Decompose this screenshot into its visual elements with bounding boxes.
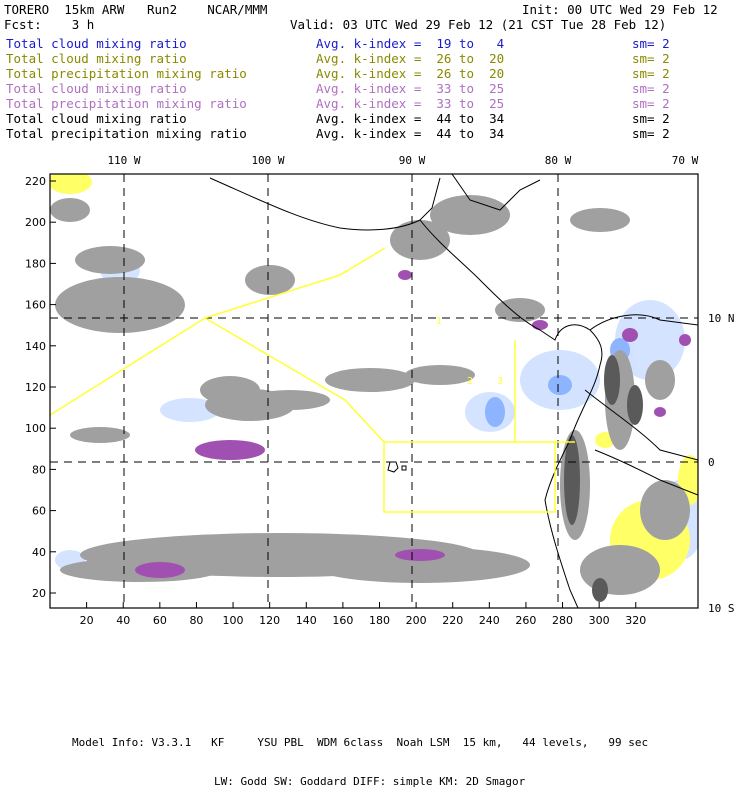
field-index: Avg. k-index = 44 to 34 (316, 126, 505, 141)
y-tick-label: 180 (25, 257, 46, 270)
x-tick-label: 200 (406, 614, 427, 627)
field-name: Total cloud mixing ratio (6, 81, 187, 96)
x-tick-label: 260 (515, 614, 536, 627)
field-sm: sm= 2 (632, 36, 670, 51)
latitude-labels: 10 N 0 10 S (708, 312, 735, 615)
header: TORERO 15km ARW Run2 NCAR/MMM Init: 00 U… (0, 0, 740, 150)
field-name: Total precipitation mixing ratio (6, 126, 247, 141)
longitude-label: 70 W (672, 154, 699, 167)
footer: Model Info: V3.3.1 KF YSU PBL WDM 6class… (0, 710, 740, 801)
y-axis: 220 200 180 160 140 120 100 80 60 40 20 (25, 175, 56, 600)
x-tick-label: 160 (332, 614, 353, 627)
y-tick-label: 60 (32, 505, 46, 518)
model-title: TORERO 15km ARW Run2 NCAR/MMM (4, 2, 268, 17)
y-tick-label: 220 (25, 175, 46, 188)
region-label: 2 (467, 376, 473, 387)
latitude-label: 10 S (708, 602, 735, 615)
footer-line-2: LW: Godd SW: Goddard DIFF: simple KM: 2D… (214, 775, 526, 788)
field-name: Total cloud mixing ratio (6, 36, 187, 51)
field-sm: sm= 2 (632, 96, 670, 111)
region-label: 3 (497, 376, 503, 387)
valid-time: Valid: 03 UTC Wed 29 Feb 12 (21 CST Tue … (290, 17, 667, 32)
field-sm: sm= 2 (632, 126, 670, 141)
field-sm: sm= 2 (632, 81, 670, 96)
x-tick-label: 120 (259, 614, 280, 627)
x-tick-label: 240 (479, 614, 500, 627)
longitude-label: 90 W (399, 154, 426, 167)
x-axis: 20 40 60 80 100 120 140 160 180 200 220 240 260 280 30… (80, 602, 646, 627)
y-tick-label: 20 (32, 587, 46, 600)
x-tick-label: 280 (552, 614, 573, 627)
field-index: Avg. k-index = 33 to 25 (316, 81, 505, 96)
y-tick-label: 40 (32, 546, 46, 559)
y-tick-label: 200 (25, 216, 46, 229)
x-tick-label: 220 (442, 614, 463, 627)
region-boxes (49, 247, 575, 513)
lat-lon-grid (50, 174, 698, 608)
x-tick-label: 180 (369, 614, 390, 627)
map-frame (49, 173, 699, 609)
coastlines (209, 174, 698, 608)
y-tick-label: 140 (25, 340, 46, 353)
field-index: Avg. k-index = 26 to 20 (316, 51, 505, 66)
footer-line-1: Model Info: V3.3.1 KF YSU PBL WDM 6class… (72, 736, 649, 749)
x-tick-label: 60 (153, 614, 167, 627)
region-labels: 1 2 3 (436, 316, 503, 387)
field-index: Avg. k-index = 26 to 20 (316, 66, 505, 81)
field-index: Avg. k-index = 19 to 4 (316, 36, 505, 51)
y-tick-label: 80 (32, 463, 46, 476)
x-tick-label: 80 (189, 614, 203, 627)
longitude-labels: 110 W 100 W 90 W 80 W 70 W (107, 154, 698, 167)
field-name: Total precipitation mixing ratio (6, 96, 247, 111)
forecast-hour: Fcst: 3 h (4, 17, 95, 32)
latitude-label: 0 (708, 456, 715, 469)
forecast-map: 20 40 60 80 100 120 140 160 180 200 220 240 260 280 30… (25, 154, 735, 627)
init-time: Init: 00 UTC Wed 29 Feb 12 (522, 2, 718, 17)
latitude-label: 10 N (708, 312, 735, 325)
x-tick-label: 100 (223, 614, 244, 627)
x-tick-label: 300 (589, 614, 610, 627)
y-tick-label: 160 (25, 299, 46, 312)
y-tick-label: 100 (25, 422, 46, 435)
field-sm: sm= 2 (632, 66, 670, 81)
field-name: Total cloud mixing ratio (6, 111, 187, 126)
longitude-label: 100 W (251, 154, 284, 167)
field-sm: sm= 2 (632, 51, 670, 66)
x-tick-label: 320 (625, 614, 646, 627)
cloud-fields (50, 174, 698, 602)
x-tick-label: 40 (116, 614, 130, 627)
field-name: Total cloud mixing ratio (6, 51, 187, 66)
region-label: 1 (436, 316, 442, 327)
field-index: Avg. k-index = 33 to 25 (316, 96, 505, 111)
longitude-label: 80 W (545, 154, 572, 167)
y-tick-label: 120 (25, 381, 46, 394)
x-tick-label: 140 (296, 614, 317, 627)
field-sm: sm= 2 (632, 111, 670, 126)
field-index: Avg. k-index = 44 to 34 (316, 111, 505, 126)
x-tick-label: 20 (80, 614, 94, 627)
longitude-label: 110 W (107, 154, 140, 167)
field-name: Total precipitation mixing ratio (6, 66, 247, 81)
